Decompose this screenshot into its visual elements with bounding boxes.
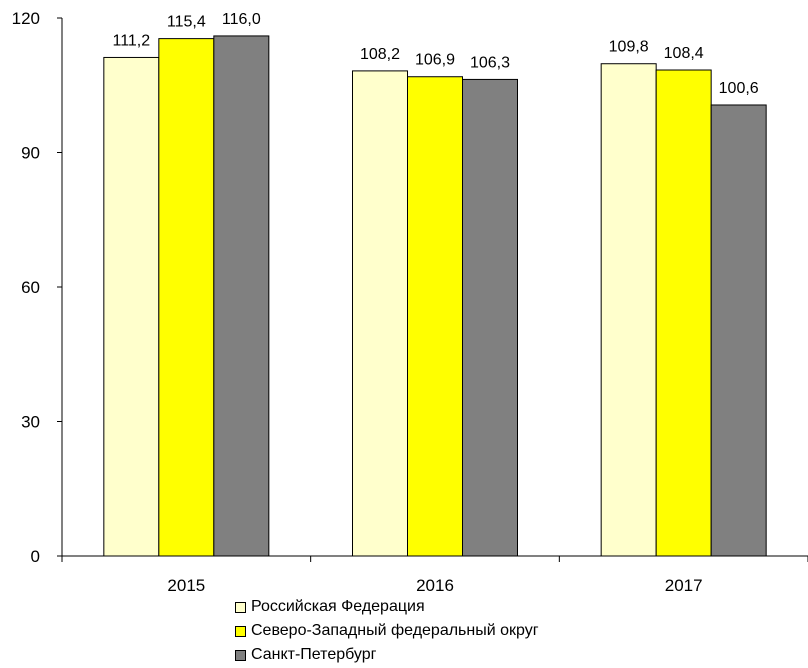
bar	[600, 63, 657, 557]
legend-label-northwest-district: Северо-Западный федеральный округ	[251, 622, 539, 639]
data-label: 106,3	[470, 54, 510, 71]
legend-label-russian-federation: Российская Федерация	[251, 598, 425, 615]
y-axis: 0 30 60 90 120	[12, 9, 63, 566]
data-labels: 111,2 108,2 109,8 115,4 106,9 108,4 116,0 106,3…	[112, 11, 758, 97]
bar	[158, 38, 215, 557]
legend-swatch-russian-federation	[235, 601, 246, 613]
legend-item-russian-federation: Российская Федерация	[235, 595, 539, 619]
x-tick-label: 2016	[416, 576, 454, 595]
legend-swatch-saint-petersburg	[235, 649, 246, 661]
y-tick-label: 120	[12, 9, 40, 28]
data-label: 100,6	[719, 80, 759, 97]
data-label: 116,0	[222, 11, 261, 28]
x-tick-label: 2015	[167, 576, 205, 595]
bar	[710, 104, 767, 557]
data-label: 106,9	[415, 52, 455, 69]
legend-label-saint-petersburg: Санкт-Петербург	[251, 646, 377, 663]
legend-swatch-northwest-district	[235, 625, 246, 637]
bar	[407, 76, 463, 557]
data-label: 111,2	[112, 32, 150, 49]
bar	[655, 69, 712, 557]
data-label: 109,8	[609, 39, 649, 56]
data-label: 108,4	[664, 45, 704, 62]
legend-item-saint-petersburg: Санкт-Петербург	[235, 643, 539, 667]
x-tick-label: 2017	[665, 576, 703, 595]
y-tick-label: 90	[21, 144, 40, 163]
data-label: 115,4	[167, 14, 206, 31]
legend-item-northwest-district: Северо-Западный федеральный округ	[235, 619, 539, 643]
data-label: 108,2	[360, 46, 400, 63]
y-tick-label: 30	[21, 413, 40, 432]
x-axis: 2015 2016 2017	[61, 555, 808, 595]
legend: Российская Федерация Северо-Западный фед…	[235, 595, 539, 667]
y-tick-label: 0	[31, 547, 40, 566]
bar	[103, 56, 160, 557]
bar	[352, 70, 408, 557]
y-tick-label: 60	[21, 278, 40, 297]
bar	[213, 35, 270, 557]
bar	[462, 78, 518, 557]
bars	[103, 35, 767, 557]
